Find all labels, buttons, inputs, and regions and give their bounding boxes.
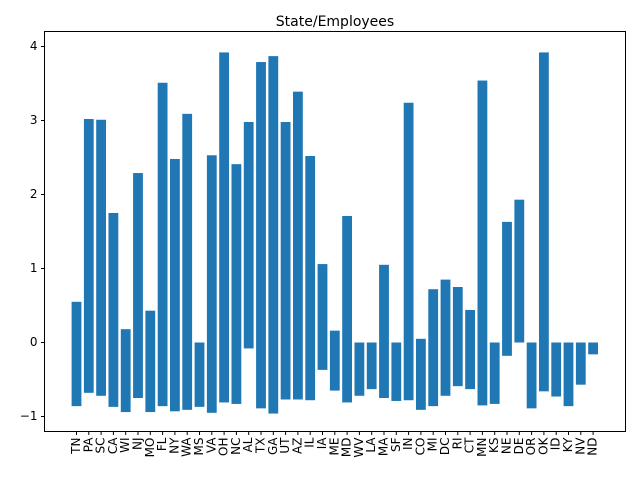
x-tick-label: CO [413,438,427,456]
bars-group [71,52,598,414]
bar-ms [194,342,205,407]
bar-ok [539,52,549,392]
x-tick-label: CT [463,437,477,453]
bar-wv [354,342,365,396]
bar-az [293,91,303,400]
bar-ia [317,264,328,370]
y-tick-label: 4 [30,39,38,53]
y-tick-label: 1 [30,261,38,275]
x-tick-label: LA [364,437,378,453]
x-tick-label: IA [315,437,329,450]
plot-frame [44,31,626,432]
bar-ct [465,309,475,390]
x-tick-label: RI [450,438,464,450]
x-tick-label: WV [352,437,366,458]
x-tick-label: AL [241,437,255,452]
bar-id [551,342,562,397]
bar-ks [489,342,500,404]
x-tick-label: OK [536,436,550,454]
bar-wi [120,329,131,413]
x-tick-label: PA [81,437,95,452]
x-tick-label: WA [180,437,194,457]
bar-ri [452,287,463,387]
bar-md [342,215,352,403]
bar-ga [268,56,279,414]
bar-fl [157,82,168,407]
bar-wa [182,113,193,410]
bar-ky [563,342,574,407]
bar-nd [588,342,598,355]
y-tick-label: 2 [30,187,38,201]
x-tick-label: OH [217,438,231,456]
x-tick-label: IN [401,438,415,451]
bar-or [526,342,537,409]
bar-ne [502,221,512,356]
bar-co [416,338,426,410]
x-tick-label: NC [229,438,243,455]
bar-nj [133,173,143,398]
bar-mi [428,289,439,407]
bar-ca [108,213,119,407]
x-tick-label: VA [204,437,218,453]
x-tick-label: KY [561,437,575,452]
x-tick-label: AZ [290,438,304,454]
bar-pa [83,119,94,393]
x-tick-label: ME [327,438,341,456]
y-tick-label: 3 [30,113,38,127]
bar-me [329,330,340,391]
x-tick-label: MD [340,438,354,458]
x-tick-label: MO [143,438,157,458]
bar-ny [170,158,180,412]
bar-sc [96,119,106,396]
bar-tx [256,62,266,409]
x-tick-label: IL [303,437,317,448]
x-tick-label: WI [118,438,132,453]
x-tick-label: ID [549,438,563,451]
chart-title: State/Employees [276,14,394,30]
x-tick-label: UT [278,437,292,454]
x-tick-label: SC [94,438,108,454]
bar-tn [71,301,82,407]
y-axis: −1 0 1 2 3 4 [20,39,45,423]
bar-nv [575,342,586,385]
bar-al [243,121,254,349]
x-tick-label: NE [500,438,514,455]
bar-sf [391,342,402,401]
x-tick-label: MS [192,438,206,456]
bar-mn [477,80,488,406]
x-tick-label: KS [487,438,501,454]
bar-dc [440,279,451,396]
y-tick-label: 0 [30,335,38,349]
bar-la [366,342,377,390]
x-tick-label: FL [155,437,169,451]
bar-ma [379,264,389,398]
bar-in [403,102,414,401]
x-tick-label: ND [586,438,600,456]
bar-de [514,199,525,343]
x-tick-label: NY [167,437,181,454]
x-tick-label: DE [512,438,526,455]
bar-oh [219,52,229,403]
bar-mo [145,310,156,413]
x-tick-label: OR [524,438,538,456]
x-tick-label: DC [438,438,452,456]
bar-nc [231,164,242,404]
y-tick-label: −1 [20,409,38,423]
bar-ut [280,121,291,400]
x-tick-label: MI [426,438,440,452]
x-tick-label: NJ [131,438,145,451]
x-tick-label: SF [389,437,403,452]
x-tick-label: TX [254,438,268,455]
bar-il [305,156,316,401]
x-tick-label: TN [69,438,83,455]
x-tick-label: CA [106,437,120,454]
x-tick-label: GA [266,437,280,455]
x-tick-label: NV [573,437,587,455]
x-tick-label: MA [377,437,391,456]
x-axis: TNPASCCAWINJMOFLNYWAMSVAOHNCALTXGAUTAZIL… [69,431,600,458]
bar-va [206,155,217,413]
x-tick-label: MN [475,438,489,457]
